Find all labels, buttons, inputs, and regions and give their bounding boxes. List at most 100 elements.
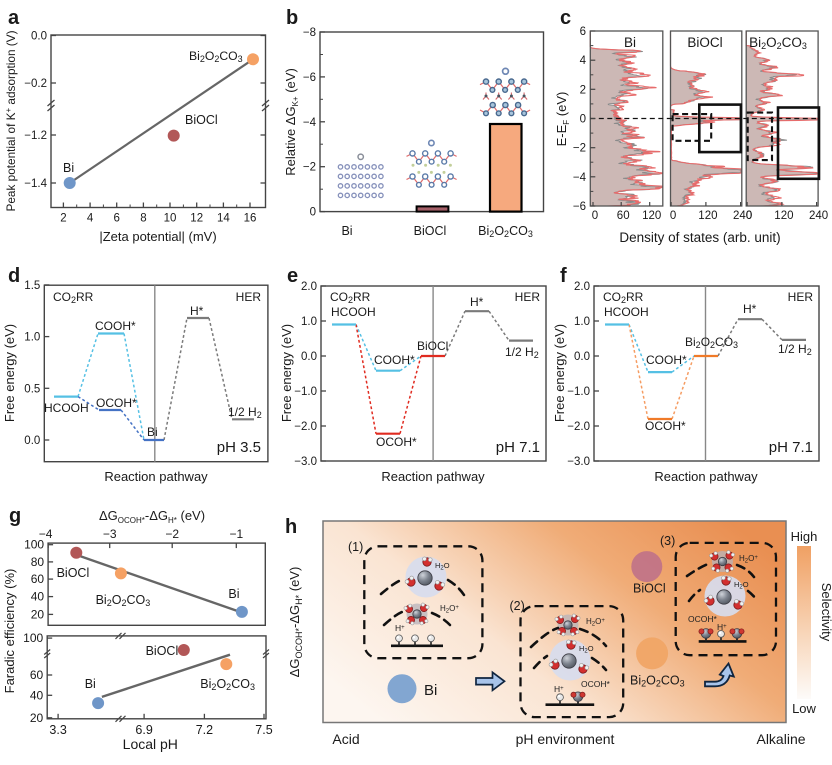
svg-text:HER: HER <box>236 290 262 304</box>
svg-text:20: 20 <box>31 607 45 621</box>
svg-text:0.5: 0.5 <box>24 383 40 395</box>
svg-text:g: g <box>9 505 21 527</box>
svg-text:HER: HER <box>788 290 814 304</box>
svg-text:pH environment: pH environment <box>516 731 615 747</box>
svg-text:H+​: H+​ <box>395 623 405 633</box>
svg-text:60: 60 <box>31 572 45 586</box>
svg-text:Bi: Bi <box>424 682 437 699</box>
svg-text:Alkaline: Alkaline <box>756 731 805 747</box>
svg-text:6.9: 6.9 <box>135 723 152 737</box>
svg-text:Peak potential of K+​ adsorpti: Peak potential of K+​ adsorption (V) <box>4 30 18 211</box>
svg-text:HCOOH: HCOOH <box>44 401 89 415</box>
svg-text:1.5: 1.5 <box>24 280 40 292</box>
svg-text:−1: −1 <box>229 527 243 541</box>
svg-text:BiOCl: BiOCl <box>633 582 666 596</box>
svg-text:c: c <box>560 7 571 29</box>
svg-text:BiOCl: BiOCl <box>417 339 448 353</box>
svg-text:1.0: 1.0 <box>574 316 590 328</box>
svg-text:0: 0 <box>580 114 586 126</box>
svg-text:−3.0: −3.0 <box>294 456 317 468</box>
svg-text:0.0: 0.0 <box>31 31 47 43</box>
svg-text:60: 60 <box>30 668 44 682</box>
svg-text:10: 10 <box>164 213 177 225</box>
svg-text:pH 7.1: pH 7.1 <box>496 439 540 456</box>
svg-text:Free energy (eV): Free energy (eV) <box>279 324 294 422</box>
svg-text:Bi: Bi <box>624 35 636 50</box>
svg-text:CO2​RR: CO2​RR <box>330 290 371 305</box>
svg-text:0: 0 <box>310 207 316 219</box>
svg-text:a: a <box>8 7 20 29</box>
svg-text:H*: H* <box>743 302 757 316</box>
svg-text:1.0: 1.0 <box>24 332 40 344</box>
svg-text:High: High <box>791 529 818 544</box>
svg-text:f: f <box>560 265 567 287</box>
svg-text:6: 6 <box>113 213 119 225</box>
svg-text:H2​O: H2​O <box>435 561 450 572</box>
svg-text:H2​O+​: H2​O+​ <box>739 554 758 565</box>
svg-text:60: 60 <box>617 210 630 222</box>
svg-text:BiOCl: BiOCl <box>146 644 179 658</box>
svg-text:40: 40 <box>31 590 45 604</box>
svg-text:−1.0: −1.0 <box>294 386 317 398</box>
svg-text:−4: −4 <box>39 527 53 541</box>
svg-text:Bi: Bi <box>63 161 74 175</box>
svg-text:−3.0: −3.0 <box>567 456 590 468</box>
svg-text:−3: −3 <box>103 527 117 541</box>
svg-text:OCOH*: OCOH* <box>96 396 137 410</box>
svg-text:2: 2 <box>580 84 586 96</box>
svg-text:H2​O: H2​O <box>579 644 594 655</box>
svg-text:BiOCl: BiOCl <box>57 566 90 580</box>
svg-text:Reaction pathway: Reaction pathway <box>104 469 208 484</box>
svg-text:0.0: 0.0 <box>24 435 40 447</box>
svg-text:1/2 H2​: 1/2 H2​ <box>778 342 812 357</box>
svg-text:Reaction pathway: Reaction pathway <box>654 469 758 484</box>
svg-text:Acid: Acid <box>332 731 359 747</box>
svg-text:7.2: 7.2 <box>196 723 213 737</box>
svg-text:−8: −8 <box>303 27 316 39</box>
svg-text:Free energy (eV): Free energy (eV) <box>2 324 17 422</box>
svg-text:1.0: 1.0 <box>301 316 317 328</box>
svg-text:240: 240 <box>809 210 828 222</box>
svg-text:−1.2: −1.2 <box>24 130 47 142</box>
svg-text:20: 20 <box>30 711 44 725</box>
svg-text:OCOH*: OCOH* <box>688 614 718 624</box>
svg-text:2.0: 2.0 <box>574 281 590 293</box>
svg-text:2: 2 <box>60 213 66 225</box>
svg-text:Density of states (arb. unit): Density of states (arb. unit) <box>619 230 780 245</box>
svg-text:H+​: H+​ <box>554 684 564 694</box>
svg-text:−6: −6 <box>303 72 316 84</box>
svg-text:120: 120 <box>774 210 793 222</box>
svg-text:8: 8 <box>140 213 146 225</box>
svg-text:BiOCl: BiOCl <box>687 35 722 50</box>
svg-text:240: 240 <box>733 210 752 222</box>
svg-text:0.0: 0.0 <box>574 351 590 363</box>
svg-text:−4: −4 <box>303 117 317 129</box>
svg-text:Faradic efficiency (%): Faradic efficiency (%) <box>2 569 17 694</box>
svg-text:Bi: Bi <box>147 425 158 439</box>
svg-text:16: 16 <box>244 213 257 225</box>
svg-text:−2: −2 <box>165 527 179 541</box>
svg-text:H2​O+​: H2​O+​ <box>440 604 459 615</box>
svg-text:4: 4 <box>87 213 94 225</box>
svg-text:2.0: 2.0 <box>301 281 317 293</box>
svg-text:−1.0: −1.0 <box>567 386 590 398</box>
svg-text:1/2 H2​: 1/2 H2​ <box>505 345 539 360</box>
svg-text:e: e <box>287 265 298 287</box>
svg-text:120: 120 <box>642 210 661 222</box>
svg-text:H2​O+​: H2​O+​ <box>586 617 605 628</box>
svg-text:H+​: H+​ <box>717 622 727 632</box>
svg-text:Low: Low <box>792 701 816 716</box>
svg-text:−2.0: −2.0 <box>294 421 317 433</box>
svg-text:1/2 H2​: 1/2 H2​ <box>228 405 262 420</box>
svg-text:−1.4: −1.4 <box>24 178 47 190</box>
svg-text:E-EF​ (eV): E-EF​ (eV) <box>554 92 571 147</box>
svg-text:80: 80 <box>31 555 45 569</box>
svg-text:pH 7.1: pH 7.1 <box>769 439 813 456</box>
svg-text:HCOOH: HCOOH <box>604 305 649 319</box>
svg-text:h: h <box>285 516 297 538</box>
svg-text:12: 12 <box>190 213 203 225</box>
svg-text:Bi: Bi <box>85 677 96 691</box>
svg-text:−2: −2 <box>573 143 586 155</box>
svg-text:|Zeta potential| (mV): |Zeta potential| (mV) <box>99 229 216 244</box>
svg-text:Bi: Bi <box>341 224 352 238</box>
